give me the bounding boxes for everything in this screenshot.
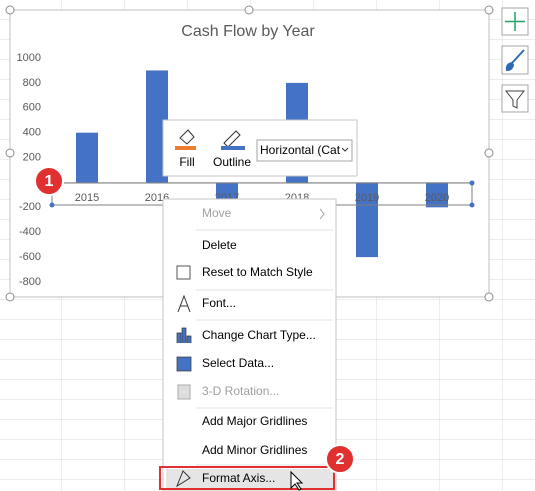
y-tick-label: 400 bbox=[23, 127, 41, 139]
callout-badge bbox=[34, 166, 64, 196]
y-tick-label: -400 bbox=[19, 226, 41, 238]
x-tick-label: 2020 bbox=[425, 192, 449, 204]
x-tick-label: 2019 bbox=[355, 192, 379, 204]
filter-button[interactable] bbox=[501, 84, 529, 113]
context-menu: Move Delete Reset to Match Style Font...… bbox=[159, 198, 337, 491]
callout-badge bbox=[325, 444, 355, 474]
x-tick-label: 2015 bbox=[75, 192, 99, 204]
bar bbox=[76, 132, 98, 183]
menu-item[interactable]: Move bbox=[202, 206, 232, 220]
bar bbox=[426, 182, 448, 208]
chart-title: Cash Flow by Year bbox=[181, 23, 315, 40]
y-tick-label: -200 bbox=[19, 201, 41, 213]
callout-text: 2 bbox=[336, 451, 345, 468]
callout-text: 1 bbox=[45, 173, 54, 190]
menu-panel bbox=[162, 198, 337, 491]
outline-label[interactable]: Outline bbox=[213, 155, 251, 169]
menu-item[interactable]: Change Chart Type... bbox=[202, 328, 316, 342]
mini-toolbar: Fill Outline Horizontal (Cat bbox=[162, 119, 358, 177]
y-tick-label: 600 bbox=[23, 102, 41, 114]
dropdown-text: Horizontal (Cat bbox=[260, 143, 341, 157]
select-data-icon bbox=[176, 356, 192, 372]
chart-type-icon bbox=[176, 327, 192, 343]
menu-item[interactable]: Format Axis... bbox=[202, 471, 275, 485]
rotation-icon bbox=[177, 384, 191, 400]
y-tick-label: -600 bbox=[19, 251, 41, 263]
menu-item[interactable]: Add Major Gridlines bbox=[202, 414, 307, 428]
menu-separators bbox=[196, 229, 333, 466]
callouts: 1 2 bbox=[34, 166, 355, 474]
element-dropdown[interactable] bbox=[256, 139, 353, 162]
outline-icon[interactable] bbox=[223, 130, 241, 148]
menu-item[interactable]: Font... bbox=[202, 296, 236, 310]
plus-icon bbox=[505, 12, 525, 31]
dropdown-arrow bbox=[341, 147, 349, 152]
font-icon bbox=[177, 294, 191, 313]
chart-buttons bbox=[501, 7, 529, 113]
filter-icon bbox=[504, 90, 526, 109]
y-tick-label: 1000 bbox=[17, 52, 41, 64]
menu-item[interactable]: 3-D Rotation... bbox=[202, 384, 279, 398]
format-icon bbox=[175, 470, 191, 488]
fill-swatch bbox=[175, 146, 196, 150]
bar bbox=[356, 182, 378, 258]
y-tick-label: 800 bbox=[23, 77, 41, 89]
menu-item[interactable]: Delete bbox=[202, 238, 237, 252]
menu-item[interactable]: Add Minor Gridlines bbox=[202, 443, 307, 457]
y-tick-label: -800 bbox=[19, 276, 41, 288]
outline-swatch bbox=[221, 146, 245, 150]
cursor bbox=[290, 470, 304, 491]
fill-icon[interactable] bbox=[179, 129, 195, 145]
y-tick-label: 200 bbox=[23, 151, 41, 163]
brush-icon bbox=[505, 49, 525, 72]
highlight-box bbox=[159, 466, 335, 490]
submenu-arrow bbox=[319, 208, 325, 220]
reset-icon bbox=[176, 265, 191, 280]
fill-label[interactable]: Fill bbox=[179, 155, 194, 169]
menu-item[interactable]: Reset to Match Style bbox=[202, 265, 313, 279]
menu-item[interactable]: Select Data... bbox=[202, 356, 274, 370]
